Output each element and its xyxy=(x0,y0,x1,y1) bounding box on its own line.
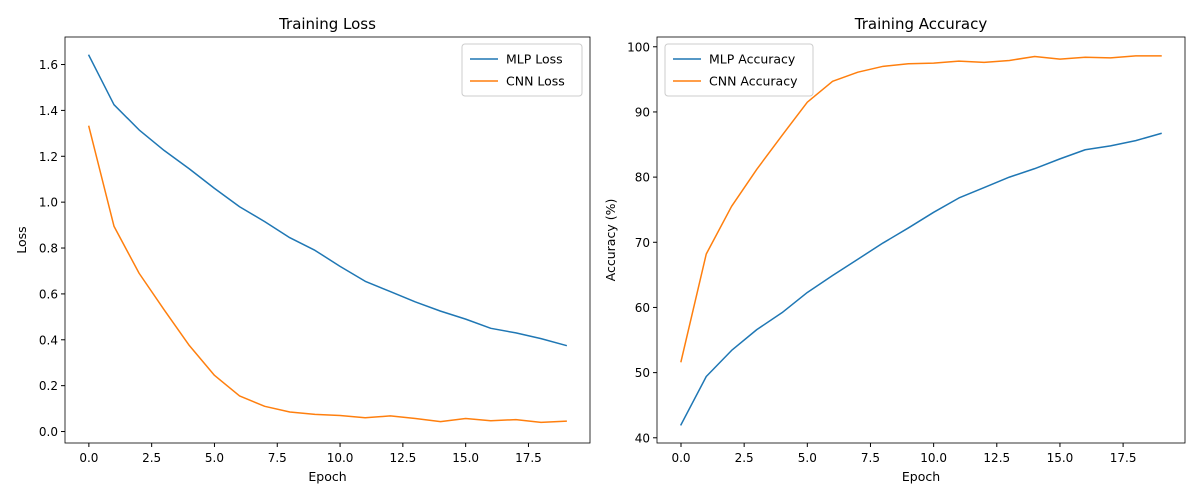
training-accuracy-panel: Training Accuracy 0.0 2.5 5.0 7.5 10.0 12.5 15.… xyxy=(603,15,1186,484)
x-axis-label: Epoch xyxy=(902,469,940,484)
series-line-cnn-accuracy xyxy=(680,55,1162,363)
y-axis-label: Loss xyxy=(14,226,29,253)
series-line-mlp-loss xyxy=(87,54,568,347)
legend-box xyxy=(664,43,814,97)
y-tick-label: 40 xyxy=(635,431,650,445)
y-tick-label: 0.0 xyxy=(39,425,58,439)
y-tick-label: 80 xyxy=(635,171,650,185)
x-tick-label: 7.5 xyxy=(268,451,287,465)
y-tick-label: 0.8 xyxy=(39,242,58,256)
y-tick-label: 1.4 xyxy=(39,104,58,118)
chart-title: Training Loss xyxy=(278,15,376,33)
y-tick-label: 70 xyxy=(635,236,650,250)
x-tick-label: 17.5 xyxy=(515,451,542,465)
x-tick-label: 15.0 xyxy=(1047,451,1074,465)
legend-label-mlp-accuracy: MLP Accuracy xyxy=(709,52,796,67)
x-tick-label: 15.0 xyxy=(452,451,479,465)
x-tick-label: 12.5 xyxy=(389,451,416,465)
y-tick-label: 1.0 xyxy=(39,196,58,210)
series-line-cnn-loss xyxy=(87,125,567,424)
x-tick-label: 12.5 xyxy=(983,451,1010,465)
x-tick-label: 10.0 xyxy=(920,451,947,465)
y-tick-label: 1.6 xyxy=(39,58,58,72)
x-tick-label: 10.0 xyxy=(327,451,354,465)
chart-title: Training Accuracy xyxy=(854,15,988,33)
legend-box xyxy=(461,43,583,97)
x-tick-label: 2.5 xyxy=(735,451,754,465)
y-axis-label: Accuracy (%) xyxy=(603,199,618,282)
legend-label-mlp-loss: MLP Loss xyxy=(506,52,563,67)
x-tick-label: 0.0 xyxy=(79,451,98,465)
x-tick-label: 7.5 xyxy=(861,451,880,465)
y-tick-label: 0.2 xyxy=(39,379,58,393)
legend: MLP Accuracy CNN Accuracy xyxy=(664,43,814,97)
y-tick-label: 50 xyxy=(635,366,650,380)
training-loss-panel: Training Loss 0.0 2.5 5.0 7.5 10.0 12.5 15.0 17.… xyxy=(14,15,591,484)
legend: MLP Loss CNN Loss xyxy=(461,43,583,97)
x-axis-label: Epoch xyxy=(308,469,346,484)
series-line-mlp-accuracy xyxy=(679,132,1162,426)
legend-label-cnn-loss: CNN Loss xyxy=(506,74,565,89)
x-tick-label: 2.5 xyxy=(142,451,161,465)
y-tick-label: 0.6 xyxy=(39,287,58,301)
plot-frame xyxy=(656,36,1186,444)
x-tick-label: 5.0 xyxy=(205,451,224,465)
y-tick-label: 100 xyxy=(627,40,650,54)
y-tick-label: 1.2 xyxy=(39,150,58,164)
y-tick-label: 90 xyxy=(635,105,650,119)
legend-label-cnn-accuracy: CNN Accuracy xyxy=(709,74,798,89)
x-tick-label: 17.5 xyxy=(1110,451,1137,465)
x-tick-label: 5.0 xyxy=(798,451,817,465)
y-tick-label: 0.4 xyxy=(39,333,58,347)
y-tick-label: 60 xyxy=(635,301,650,315)
plot-frame xyxy=(64,36,591,444)
x-tick-label: 0.0 xyxy=(671,451,690,465)
